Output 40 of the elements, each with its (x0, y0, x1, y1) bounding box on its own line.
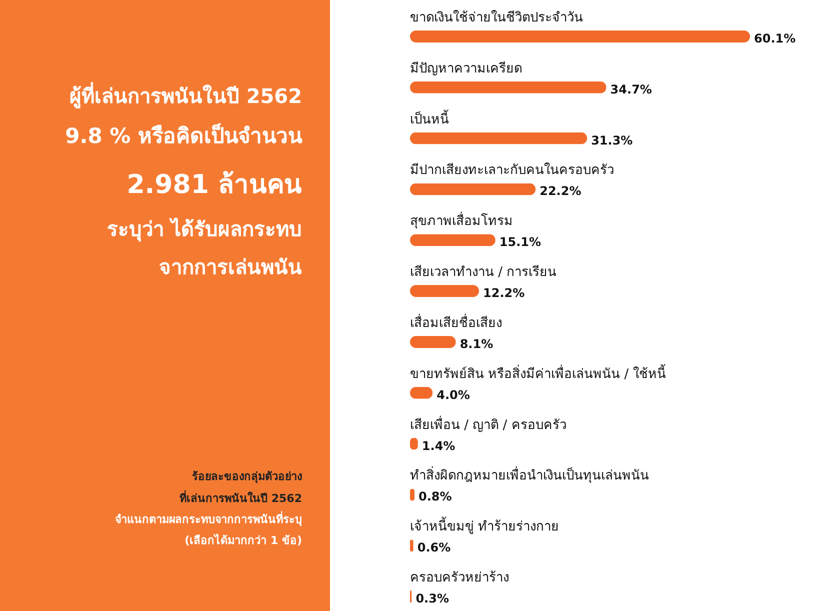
bar (410, 285, 480, 298)
data-label: 31.3% (591, 133, 633, 148)
data-label: 4.0% (436, 388, 470, 402)
y-tick-label: เสียเพื่อน / ญาติ / ครอบครัว (410, 416, 566, 433)
text: ร้อยละของกลุ่มตัวอย่าง (192, 470, 302, 484)
bar (410, 336, 456, 348)
text: ระบุว่า ได้รับผลกระทบ (107, 217, 302, 242)
y-tick-label: เจ้าหนี้ขมขู่ ทำร้ายร่างกาย (410, 516, 560, 535)
text: 2.981 ล้านคน (126, 170, 302, 200)
text: จำแนกตามผลกระทบจากการพนันที่ระบุ (115, 511, 302, 527)
y-tick-label: เสียเวลาทำงาน / การเรียน (410, 264, 557, 280)
y-tick-label: เสื่อมเสียชื่อเสียง (410, 314, 502, 331)
data-label: 15.1% (499, 235, 542, 250)
data-label: 34.7% (610, 82, 652, 96)
data-label: 12.2% (483, 286, 525, 300)
y-tick-label: มีปากเสียงทะเลาะกับคนในครอบครัว (410, 162, 614, 178)
y-tick-label: ทำสิ่งผิดกฎหมายเพื่อนำเงินเป็นทุนเล่นพนัน (410, 466, 649, 484)
y-tick-label: ครอบครัวหย่าร้าง (410, 570, 509, 586)
bar (410, 81, 606, 94)
data-label: 22.2% (540, 184, 582, 198)
text: จากการเล่นพนัน (159, 255, 302, 279)
bar (410, 132, 588, 144)
y-tick-label: เป็นหนี้ (410, 109, 449, 128)
data-label: 1.4% (422, 438, 456, 453)
text: ที่เล่นการพนันในปี 2562 (180, 490, 302, 505)
text: ผู้ที่เล่นการพนันในปี 2562 (69, 81, 302, 110)
data-label: 60.1% (754, 31, 796, 46)
y-tick-label: สุขภาพเสื่อมโทรม (410, 212, 513, 230)
bar (410, 183, 536, 196)
bar (410, 234, 496, 246)
data-label: 0.8% (418, 490, 452, 504)
data-label: 0.3% (416, 592, 449, 606)
bar (410, 30, 750, 42)
data-label: 0.6% (417, 540, 451, 555)
text: (เลือกได้มากกว่า 1 ข้อ) (184, 533, 302, 547)
y-tick-label: ขาดเงินใช้จ่ายในชีวิตประจำวัน (410, 9, 583, 26)
y-tick-label: ขายทรัพย์สิน หรือสิ่งมีค่าเพื่อเล่นพนัน / ใช้หนี้ (410, 364, 666, 382)
text: 9.8 % หรือคิดเป็นจำนวน (65, 122, 303, 148)
y-tick-label: มีปัญหาความเครียด (410, 60, 522, 76)
data-label: 8.1% (460, 336, 494, 351)
